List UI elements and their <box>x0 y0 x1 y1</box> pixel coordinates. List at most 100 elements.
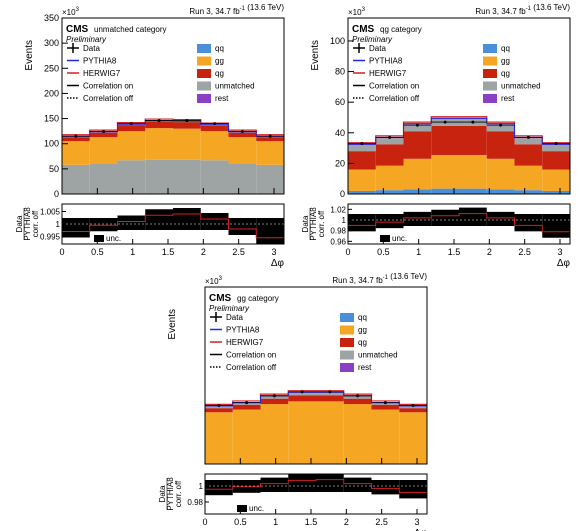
bar-qq <box>514 190 543 194</box>
unc-swatch <box>94 235 104 242</box>
ratio-unc-band <box>256 218 284 244</box>
ratio-unc-band <box>205 480 233 496</box>
ratio-unc-band <box>399 480 427 499</box>
data-point <box>272 394 276 398</box>
x-tick-label: 2.5 <box>232 247 245 257</box>
unc-swatch <box>380 235 390 242</box>
ratio-frame <box>204 473 428 515</box>
data-point <box>217 403 221 407</box>
ratio-frame <box>347 203 571 245</box>
bar-gg <box>145 128 173 160</box>
ratio-unc-band <box>371 480 400 495</box>
ratio-label-side: corr. off <box>317 210 326 237</box>
x-tick-label: 2 <box>487 247 492 257</box>
legend-qg-label: qg <box>501 69 510 78</box>
legend-qg-swatch <box>340 338 354 347</box>
legend-gg-swatch <box>483 56 497 66</box>
bar-qg <box>117 125 146 132</box>
data-point <box>471 120 475 124</box>
ratio-y-tick-label: 0.995 <box>40 233 61 242</box>
ratio-label-bottom: PYTHIA8 <box>23 207 32 241</box>
preliminary-label: Preliminary <box>66 35 107 44</box>
y-tick-label: 0 <box>340 189 345 199</box>
x-tick-label: 0.5 <box>234 517 247 527</box>
ratio-unc-band <box>117 215 146 230</box>
ratio-unc-band <box>542 214 570 238</box>
legend-rest-label: rest <box>501 94 515 103</box>
legend-rest-swatch <box>197 94 211 103</box>
bar-qg <box>62 137 90 142</box>
bar-gg <box>173 128 201 160</box>
legend-qq-swatch <box>197 44 211 53</box>
bar-unmatched <box>62 164 90 194</box>
ratio-herwig-line <box>205 479 427 493</box>
y-tick-label: 60 <box>335 97 345 107</box>
cms-label: CMS <box>209 293 232 304</box>
ratio-unc-band <box>316 474 344 492</box>
legend-unmatched-swatch <box>197 81 211 91</box>
data-point <box>383 401 387 405</box>
ratio-unc-band <box>228 218 257 235</box>
data-point <box>300 390 304 394</box>
bar-gg <box>62 141 90 165</box>
data-point <box>388 135 392 139</box>
bar-unmatched <box>343 396 372 399</box>
legend-data-label: Data <box>83 44 100 53</box>
bar-gg <box>514 165 543 191</box>
bar-qg <box>348 151 376 170</box>
legend-herwig-label: HERWIG7 <box>369 69 407 78</box>
legend-corr_off-label: Correlation off <box>369 94 420 103</box>
ratio-unc-band <box>343 477 372 492</box>
legend-gg-label: gg <box>358 326 367 335</box>
bar-qg <box>145 121 173 129</box>
legend-data-label: Data <box>369 44 386 53</box>
legend-unmatched-swatch <box>483 81 497 91</box>
y-exponent: ×103 <box>62 7 80 17</box>
y-tick-label: 20 <box>335 158 345 168</box>
bar-unmatched <box>200 160 229 194</box>
category-label: gg category <box>237 294 279 303</box>
bar-gg <box>375 165 404 191</box>
bar-qq <box>459 188 487 194</box>
data-point <box>328 390 332 394</box>
bar-unmatched <box>348 145 376 152</box>
ratio-label-bottom: PYTHIA8 <box>166 477 175 511</box>
ratio-panel: 0.98 1 0 0.5 1 1.5 2 2.5 3Δφ unc. DataPYTHIA8corr.… <box>158 473 428 531</box>
lumi-label: Run 3, 34.7 fb-1 (13.6 TeV) <box>475 3 570 16</box>
bar-gg <box>459 154 487 189</box>
lumi-label: Run 3, 34.7 fb-1 (13.6 TeV) <box>332 272 427 285</box>
legend-data-label: Data <box>226 313 243 322</box>
y-tick-label: 100 <box>330 36 345 46</box>
bar-qg <box>89 132 118 138</box>
bar-unmatched <box>375 138 404 145</box>
data-point <box>129 122 133 126</box>
ratio-unc-band <box>348 214 376 232</box>
bar-qq <box>431 188 459 194</box>
ratio-panel: 0.960.98 1 1.02 0 0.5 1 1.5 2 2.5 3Δφ unc. Data PYTH… <box>301 203 571 269</box>
ratio-unc-band <box>459 207 487 226</box>
legend-rest-swatch <box>340 363 354 372</box>
bar-qg <box>486 131 515 159</box>
ratio-y-tick-label: 0.96 <box>330 237 346 246</box>
legend-qg-swatch <box>197 69 211 78</box>
legend-rest-label: rest <box>358 363 372 372</box>
bar-unmatched <box>403 124 432 132</box>
legend-qg-swatch <box>483 69 497 78</box>
y-tick-label: 40 <box>335 128 345 138</box>
legend-pythia-label: PYTHIA8 <box>226 326 260 335</box>
x-tick-label: 1.5 <box>448 247 461 257</box>
bar-qg <box>542 151 570 170</box>
bar-gg <box>117 131 146 161</box>
bar-gg <box>260 404 289 464</box>
bar-unmatched <box>173 159 201 194</box>
x-tick-label: 0.5 <box>377 247 390 257</box>
bar-unmatched <box>256 164 284 194</box>
bar-qg <box>232 404 261 410</box>
legend-gg-swatch <box>197 56 211 66</box>
data-point <box>74 134 78 138</box>
y-tick-label: 80 <box>335 67 345 77</box>
bar-gg <box>228 137 257 164</box>
x-tick-label: 1 <box>416 247 421 257</box>
y-tick-label: 100 <box>44 139 59 149</box>
